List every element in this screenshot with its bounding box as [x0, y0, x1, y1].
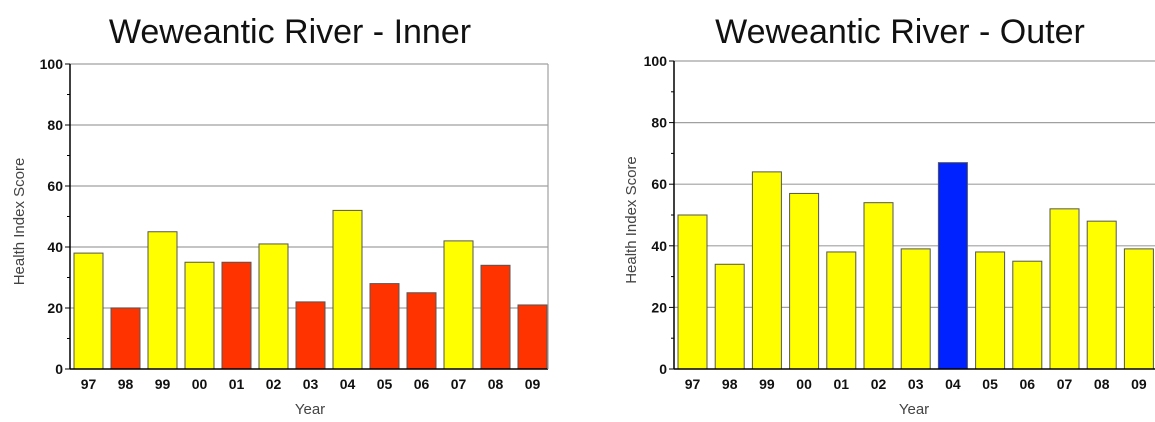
bar-06	[406, 292, 437, 370]
bar-01	[221, 261, 252, 370]
x-tick-label: 05	[982, 376, 998, 392]
bar-07	[443, 240, 474, 370]
x-tick-label: 02	[871, 376, 887, 392]
y-tick-label: 0	[659, 361, 667, 377]
x-tick-label: 06	[414, 376, 430, 392]
bar-02	[258, 243, 289, 370]
bar-08	[1086, 220, 1117, 370]
x-tick-label: 99	[759, 376, 775, 392]
bar-97	[73, 252, 104, 370]
x-axis-label: Year	[295, 401, 325, 418]
bar-98	[110, 307, 141, 370]
x-tick-label: 08	[1094, 376, 1110, 392]
x-tick-label: 04	[945, 376, 961, 392]
bar-02	[863, 202, 894, 370]
x-tick-label: 01	[834, 376, 850, 392]
bar-97	[677, 214, 708, 370]
bar-00	[789, 192, 820, 370]
bar-04	[332, 209, 363, 370]
chart-title: Weweantic River - Outer	[715, 13, 1085, 51]
bar-00	[184, 261, 215, 370]
x-tick-label: 98	[118, 376, 134, 392]
x-tick-label: 07	[451, 376, 467, 392]
y-axis-label: Health Index Score	[11, 158, 28, 286]
bar-98	[714, 263, 745, 370]
bar-03	[900, 248, 931, 370]
y-tick-label: 60	[47, 178, 63, 194]
x-tick-label: 08	[488, 376, 504, 392]
x-tick-label: 00	[192, 376, 208, 392]
x-tick-label: 97	[685, 376, 701, 392]
x-tick-label: 03	[908, 376, 924, 392]
bar-08	[480, 264, 511, 370]
y-axis-label: Health Index Score	[623, 156, 640, 284]
bar-99	[147, 231, 178, 370]
bar-03	[295, 301, 326, 370]
x-tick-label: 07	[1057, 376, 1073, 392]
bar-05	[975, 251, 1006, 370]
x-tick-label: 04	[340, 376, 356, 392]
y-tick-label: 40	[651, 238, 667, 254]
x-tick-label: 97	[81, 376, 97, 392]
bar-04	[937, 162, 968, 370]
y-tick-label: 20	[47, 300, 63, 316]
x-tick-label: 09	[1131, 376, 1147, 392]
x-tick-label: 98	[722, 376, 738, 392]
y-tick-label: 100	[40, 56, 64, 72]
y-tick-label: 60	[651, 176, 667, 192]
x-tick-label: 06	[1020, 376, 1036, 392]
x-tick-label: 00	[796, 376, 812, 392]
chart-title: Weweantic River - Inner	[109, 13, 471, 51]
x-tick-label: 03	[303, 376, 319, 392]
x-tick-label: 05	[377, 376, 393, 392]
x-tick-label: 01	[229, 376, 245, 392]
x-tick-label: 99	[155, 376, 171, 392]
bar-09	[517, 304, 548, 370]
x-tick-label: 02	[266, 376, 282, 392]
bar-07	[1049, 208, 1080, 370]
y-tick-label: 20	[651, 299, 667, 315]
y-tick-label: 80	[651, 115, 667, 131]
x-axis-label: Year	[899, 401, 929, 418]
y-tick-label: 40	[47, 239, 63, 255]
bar-01	[826, 251, 857, 370]
bar-99	[751, 171, 782, 370]
bar-05	[369, 283, 400, 370]
y-tick-label: 100	[644, 53, 668, 69]
y-tick-label: 80	[47, 117, 63, 133]
bar-09	[1123, 248, 1154, 370]
y-tick-label: 0	[55, 361, 63, 377]
bar-06	[1012, 260, 1043, 370]
x-tick-label: 09	[525, 376, 541, 392]
